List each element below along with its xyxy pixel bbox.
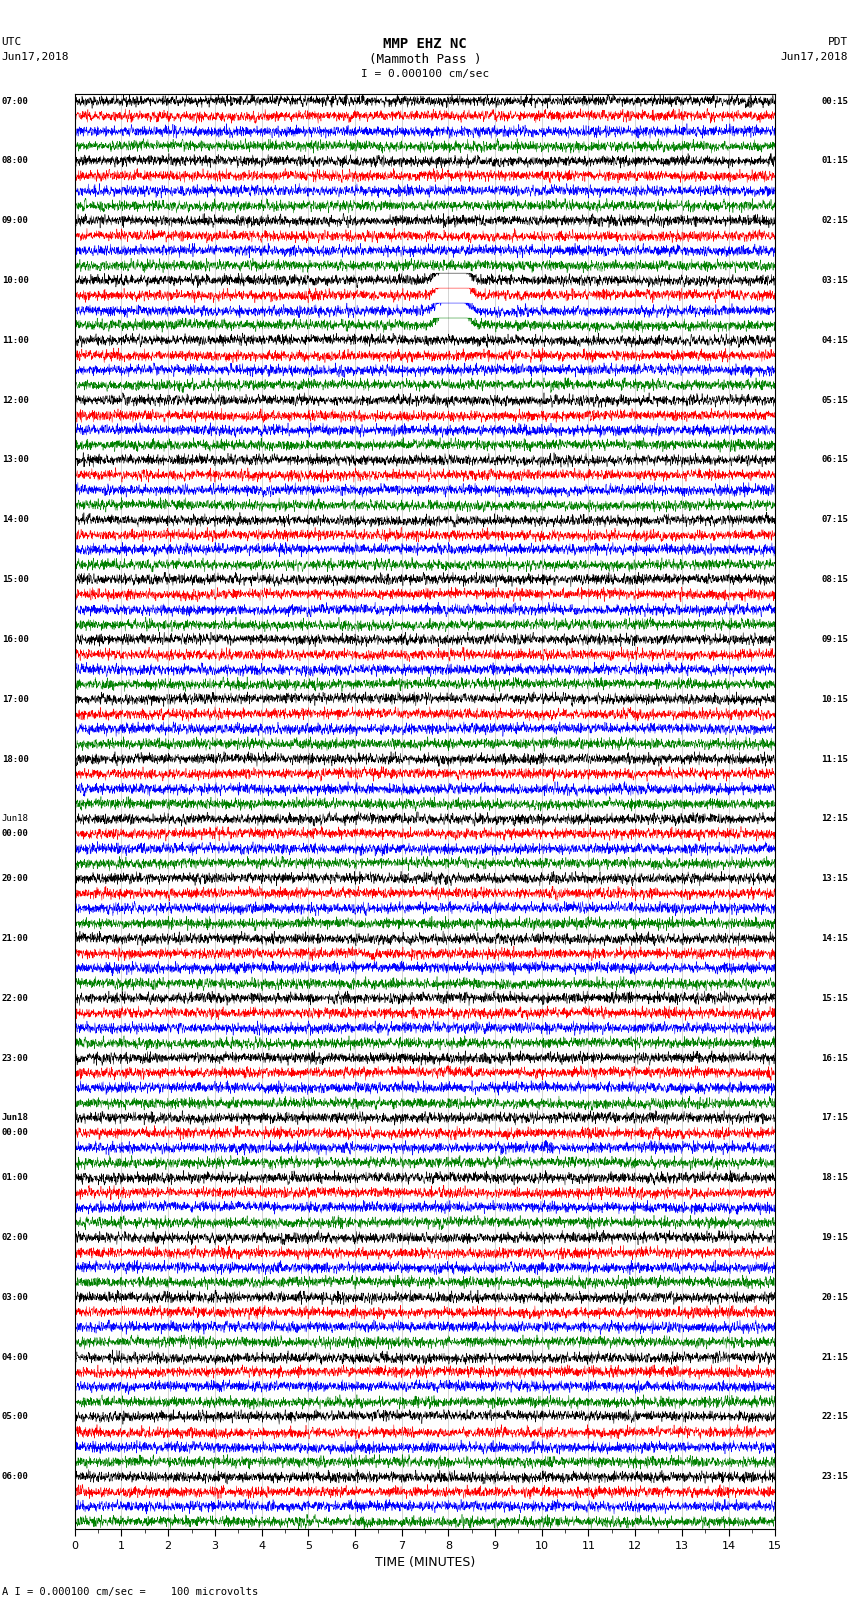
Text: 09:00: 09:00 bbox=[2, 216, 29, 226]
Text: Jun17,2018: Jun17,2018 bbox=[781, 52, 848, 61]
Text: 01:00: 01:00 bbox=[2, 1173, 29, 1182]
Text: MMP EHZ NC: MMP EHZ NC bbox=[383, 37, 467, 52]
Text: 04:00: 04:00 bbox=[2, 1353, 29, 1361]
Text: 18:15: 18:15 bbox=[821, 1173, 848, 1182]
Text: Jun18: Jun18 bbox=[2, 815, 29, 823]
Text: 07:00: 07:00 bbox=[2, 97, 29, 105]
Text: 00:00: 00:00 bbox=[2, 829, 29, 839]
Text: 10:15: 10:15 bbox=[821, 695, 848, 703]
Text: 03:15: 03:15 bbox=[821, 276, 848, 286]
Text: PDT: PDT bbox=[828, 37, 848, 47]
Text: 06:15: 06:15 bbox=[821, 455, 848, 465]
Text: Jun18: Jun18 bbox=[2, 1113, 29, 1123]
Text: 14:15: 14:15 bbox=[821, 934, 848, 944]
Text: 01:15: 01:15 bbox=[821, 156, 848, 166]
Text: 22:00: 22:00 bbox=[2, 994, 29, 1003]
Text: 03:00: 03:00 bbox=[2, 1294, 29, 1302]
Text: 06:00: 06:00 bbox=[2, 1473, 29, 1481]
Text: Jun17,2018: Jun17,2018 bbox=[2, 52, 69, 61]
Text: 15:15: 15:15 bbox=[821, 994, 848, 1003]
Text: 17:00: 17:00 bbox=[2, 695, 29, 703]
Text: 10:00: 10:00 bbox=[2, 276, 29, 286]
Text: 00:00: 00:00 bbox=[2, 1129, 29, 1137]
Text: 11:00: 11:00 bbox=[2, 336, 29, 345]
Text: 13:00: 13:00 bbox=[2, 455, 29, 465]
Text: 23:00: 23:00 bbox=[2, 1053, 29, 1063]
Text: I = 0.000100 cm/sec: I = 0.000100 cm/sec bbox=[361, 69, 489, 79]
Text: 08:00: 08:00 bbox=[2, 156, 29, 166]
Text: 07:15: 07:15 bbox=[821, 515, 848, 524]
Text: 22:15: 22:15 bbox=[821, 1413, 848, 1421]
Text: 21:15: 21:15 bbox=[821, 1353, 848, 1361]
Text: A I = 0.000100 cm/sec =    100 microvolts: A I = 0.000100 cm/sec = 100 microvolts bbox=[2, 1587, 258, 1597]
Text: 11:15: 11:15 bbox=[821, 755, 848, 763]
Text: 16:15: 16:15 bbox=[821, 1053, 848, 1063]
Text: UTC: UTC bbox=[2, 37, 22, 47]
Text: 02:15: 02:15 bbox=[821, 216, 848, 226]
Text: 05:15: 05:15 bbox=[821, 395, 848, 405]
Text: 21:00: 21:00 bbox=[2, 934, 29, 944]
Text: 15:00: 15:00 bbox=[2, 576, 29, 584]
Text: 20:00: 20:00 bbox=[2, 874, 29, 884]
Text: 05:00: 05:00 bbox=[2, 1413, 29, 1421]
Text: 00:15: 00:15 bbox=[821, 97, 848, 105]
Text: 17:15: 17:15 bbox=[821, 1113, 848, 1123]
Text: 16:00: 16:00 bbox=[2, 636, 29, 644]
Text: 23:15: 23:15 bbox=[821, 1473, 848, 1481]
Text: 18:00: 18:00 bbox=[2, 755, 29, 763]
Text: 08:15: 08:15 bbox=[821, 576, 848, 584]
Text: 14:00: 14:00 bbox=[2, 515, 29, 524]
Text: (Mammoth Pass ): (Mammoth Pass ) bbox=[369, 53, 481, 66]
Text: 20:15: 20:15 bbox=[821, 1294, 848, 1302]
Text: 13:15: 13:15 bbox=[821, 874, 848, 884]
Text: 19:15: 19:15 bbox=[821, 1232, 848, 1242]
Text: 12:00: 12:00 bbox=[2, 395, 29, 405]
Text: 12:15: 12:15 bbox=[821, 815, 848, 823]
X-axis label: TIME (MINUTES): TIME (MINUTES) bbox=[375, 1557, 475, 1569]
Text: 02:00: 02:00 bbox=[2, 1232, 29, 1242]
Text: 09:15: 09:15 bbox=[821, 636, 848, 644]
Text: 04:15: 04:15 bbox=[821, 336, 848, 345]
